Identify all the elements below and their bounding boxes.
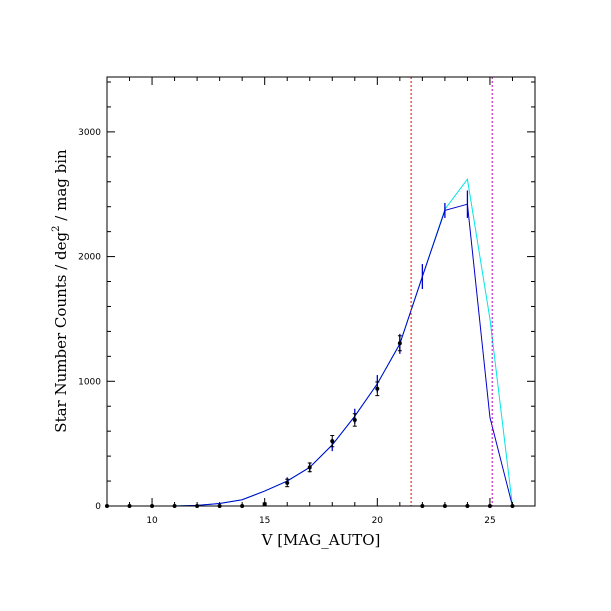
y-axis-title-main: Star Number Counts / deg [52,231,70,432]
y-axis-title-superscript: 2 [51,225,62,231]
blue-model-line [107,203,513,507]
x-tick-label: 15 [259,516,270,526]
x-tick-label: 10 [146,516,158,526]
y-axis-title-tail: / mag bin [52,149,70,226]
observed-point [285,480,290,485]
observed-point [397,341,402,346]
y-tick-label: 3000 [78,128,101,138]
observed-point [330,439,335,444]
observed-point [352,417,357,422]
observed-point [307,465,312,470]
observed-point [375,386,380,391]
y-tick-label: 1000 [78,377,101,387]
x-axis-title: V [MAG_AUTO] [261,531,381,549]
cyan-model-line [107,178,513,507]
limit-lines-layer [410,77,493,506]
x-tick-label: 25 [484,516,495,526]
axes-layer [106,76,536,507]
ticks-layer: 10 15 20 25 0 1000 2000 3000 [78,77,536,526]
y-tick-label: 2000 [78,253,101,263]
y-tick-label: 0 [95,502,101,512]
y-axis-title: Star Number Counts / deg2 / mag bin [51,149,70,433]
plot-frame [106,76,536,507]
series-layer [105,178,515,508]
x-tick-label: 20 [372,516,384,526]
